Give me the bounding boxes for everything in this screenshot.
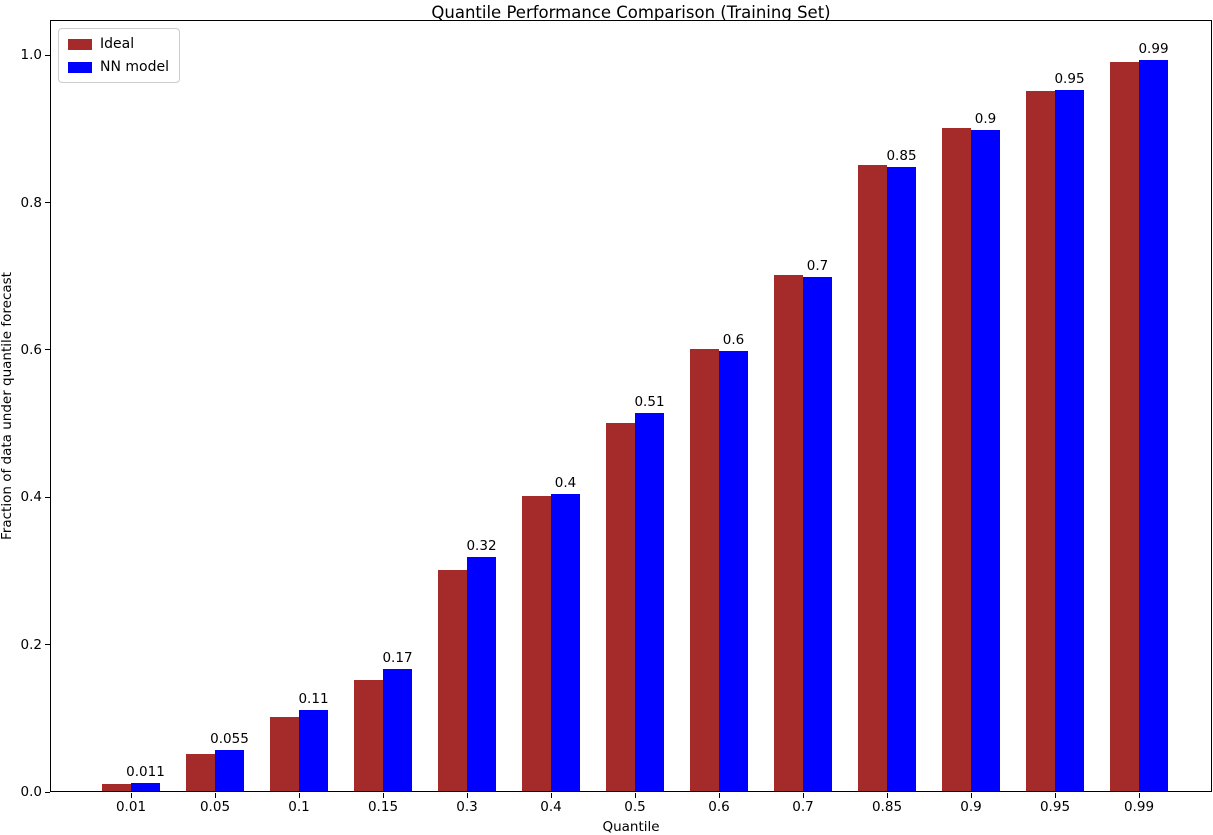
y-tick-mark: [45, 54, 50, 56]
bar-nn-model-0.4: [551, 494, 580, 791]
y-tick-mark: [45, 644, 50, 646]
bar-value-label: 0.85: [886, 147, 917, 164]
x-tick-mark: [130, 793, 132, 798]
bar-nn-model-0.1: [299, 709, 328, 791]
x-tick-label: 0.6: [708, 799, 730, 815]
x-tick-label: 0.5: [624, 799, 646, 815]
x-tick-label: 0.05: [199, 799, 231, 815]
x-tick-mark: [550, 793, 552, 798]
legend-swatch-icon: [68, 38, 92, 50]
bar-nn-model-0.95: [1055, 90, 1084, 791]
x-tick-mark: [634, 793, 636, 798]
x-tick-mark: [970, 793, 972, 798]
bar-nn-model-0.7: [803, 276, 832, 791]
x-tick-mark: [382, 793, 384, 798]
y-tick-label: 1.0: [20, 47, 42, 64]
x-tick-label: 0.99: [1123, 799, 1155, 815]
bar-value-label: 0.6: [722, 332, 745, 349]
bar-nn-model-0.99: [1139, 60, 1168, 791]
bar-ideal-0.05: [186, 754, 215, 791]
chart-title: Quantile Performance Comparison (Trainin…: [431, 3, 831, 22]
x-tick-label: 0.85: [871, 799, 903, 815]
bar-value-label: 0.51: [634, 394, 665, 410]
bar-nn-model-0.6: [719, 351, 748, 791]
bar-value-label: 0.055: [210, 731, 249, 748]
bar-nn-model-0.5: [635, 413, 664, 791]
bar-ideal-0.7: [774, 275, 803, 791]
bar-ideal-0.6: [690, 348, 719, 791]
x-tick-label: 0.95: [1039, 799, 1071, 815]
bar-ideal-0.3: [438, 569, 467, 791]
x-tick-label: 0.7: [792, 799, 814, 815]
x-axis-label: Quantile: [602, 819, 660, 835]
bar-value-label: 0.17: [382, 649, 413, 666]
bar-value-label: 0.011: [126, 763, 165, 780]
legend: Ideal NN model: [58, 28, 180, 83]
legend-label: Ideal: [100, 36, 135, 52]
bar-ideal-0.15: [354, 680, 383, 791]
x-tick-label: 0.15: [367, 799, 399, 815]
x-tick-label: 0.01: [115, 799, 147, 815]
legend-swatch-icon: [68, 61, 92, 73]
bar-ideal-0.99: [1110, 61, 1139, 791]
bar-ideal-0.4: [522, 496, 551, 791]
bar-ideal-0.01: [102, 783, 131, 791]
y-tick-mark: [45, 791, 50, 793]
bar-nn-model-0.15: [383, 668, 412, 791]
bar-nn-model-0.9: [971, 130, 1000, 791]
x-tick-label: 0.3: [456, 799, 478, 815]
x-tick-mark: [802, 793, 804, 798]
y-tick-label: 0.6: [20, 341, 42, 358]
x-tick-mark: [214, 793, 216, 798]
x-tick-mark: [466, 793, 468, 798]
y-tick-label: 0.8: [20, 194, 42, 211]
bar-nn-model-0.05: [215, 750, 244, 791]
y-tick-mark: [45, 349, 50, 351]
x-tick-mark: [1054, 793, 1056, 798]
y-axis-label: Fraction of data under quantile forecast: [0, 272, 15, 540]
bar-value-label: 0.7: [806, 257, 829, 274]
bar-ideal-0.5: [606, 422, 635, 791]
x-tick-mark: [298, 793, 300, 798]
bar-nn-model-0.3: [467, 557, 496, 791]
bar-ideal-0.95: [1026, 91, 1055, 791]
y-tick-label: 0.2: [20, 636, 42, 653]
bar-ideal-0.9: [942, 127, 971, 791]
x-tick-label: 0.9: [960, 799, 982, 815]
bar-value-label: 0.99: [1138, 41, 1169, 58]
legend-label: NN model: [100, 59, 169, 75]
bar-nn-model-0.01: [131, 782, 160, 791]
y-tick-label: 0.4: [20, 489, 42, 506]
x-tick-label: 0.1: [288, 799, 310, 815]
bar-value-label: 0.4: [554, 475, 577, 492]
legend-item-ideal: Ideal: [68, 36, 169, 52]
x-tick-mark: [718, 793, 720, 798]
bar-nn-model-0.85: [887, 166, 916, 791]
bar-value-label: 0.9: [974, 111, 997, 128]
bar-value-label: 0.11: [298, 690, 329, 707]
y-tick-label: 0.0: [20, 784, 42, 800]
bar-value-label: 0.32: [466, 538, 497, 555]
x-tick-mark: [886, 793, 888, 798]
x-tick-mark: [1138, 793, 1140, 798]
plot-area: Ideal NN model 0.011 0.055 0.11 0.17 0.32 0.4 0…: [50, 20, 1212, 792]
x-tick-label: 0.4: [540, 799, 562, 815]
y-tick-mark: [45, 202, 50, 204]
y-tick-mark: [45, 496, 50, 498]
bar-ideal-0.85: [858, 164, 887, 791]
bar-ideal-0.1: [270, 717, 299, 791]
legend-item-nn-model: NN model: [68, 59, 169, 75]
bar-value-label: 0.95: [1054, 71, 1085, 88]
